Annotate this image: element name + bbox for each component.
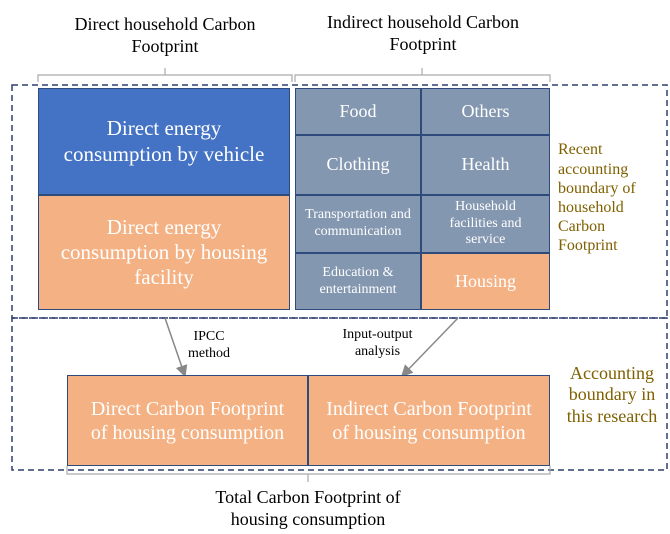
boundary-label: Recent accounting boundary of household … <box>558 141 636 255</box>
cell: Clothing <box>295 135 421 195</box>
method-label: Input-output analysis <box>342 327 413 359</box>
result-box: Direct Carbon Footprint of housing consu… <box>67 375 308 466</box>
box: Direct energy consumption by housing fac… <box>38 195 290 310</box>
bracket <box>294 68 551 82</box>
result-box: Indirect Carbon Footprint of housing con… <box>308 375 550 466</box>
method-label: IPCC method <box>188 329 230 361</box>
cell: Transportation and communication <box>295 195 421 253</box>
cell: Housing <box>421 253 550 310</box>
bracket <box>37 68 293 82</box>
box: Direct energy consumption by vehicle <box>38 88 290 195</box>
footer: Total Carbon Footprint of housing consum… <box>215 487 401 529</box>
arrow <box>400 317 459 378</box>
boundary-label: Accounting boundary in this research <box>566 362 658 426</box>
cell: Health <box>421 135 550 195</box>
cell: Education & entertainment <box>295 253 421 310</box>
bracket <box>66 466 551 482</box>
cell: Household facilities and service <box>421 195 550 253</box>
boundary <box>11 317 668 471</box>
arrow <box>164 317 188 378</box>
cell: Others <box>421 88 550 135</box>
header: Indirect household Carbon Footprint <box>327 12 519 54</box>
boundary <box>11 84 668 319</box>
header: Direct household Carbon Footprint <box>74 14 256 56</box>
cell: Food <box>295 88 421 135</box>
